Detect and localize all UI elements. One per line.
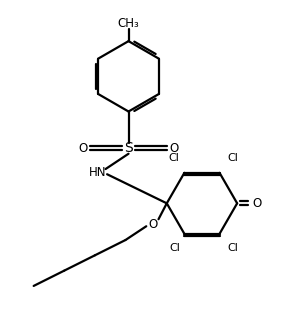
Text: Cl: Cl (170, 243, 181, 253)
Text: HN: HN (89, 166, 107, 179)
Text: O: O (252, 197, 262, 210)
Text: S: S (124, 141, 133, 155)
Text: Cl: Cl (227, 243, 238, 253)
Text: O: O (170, 142, 179, 155)
Text: Cl: Cl (168, 153, 179, 163)
Text: O: O (148, 218, 158, 231)
Text: O: O (78, 142, 87, 155)
Text: Cl: Cl (227, 153, 238, 163)
Text: CH₃: CH₃ (118, 17, 140, 30)
